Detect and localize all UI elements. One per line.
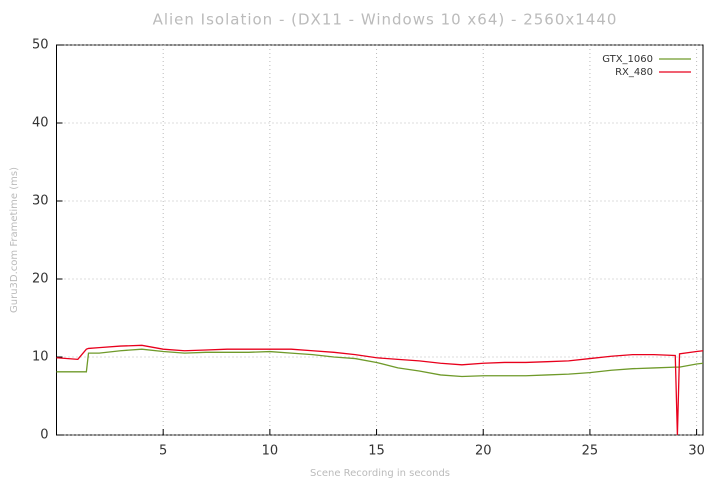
plot-frame: [56, 44, 704, 436]
x-tick-label: 10: [262, 444, 279, 459]
x-tick-label: 25: [582, 444, 599, 459]
legend-label: GTX_1060: [602, 54, 653, 65]
x-tick-label: 15: [368, 444, 385, 459]
y-tick-label: 30: [32, 194, 49, 209]
y-tick-label: 20: [32, 272, 49, 287]
chart-title: Alien Isolation - (DX11 - Windows 10 x64…: [153, 11, 618, 29]
y-tick-label: 40: [32, 116, 49, 131]
y-tick-label: 50: [32, 38, 49, 53]
y-axis-label: Guru3D.com Frametime (ms): [9, 167, 20, 313]
x-axis-label: Scene Recording in seconds: [310, 468, 450, 479]
data-line: [56, 348, 704, 378]
y-tick-label: 10: [32, 350, 49, 365]
x-tick-label: 30: [688, 444, 705, 459]
legend-label: RX_480: [615, 67, 653, 78]
y-tick-label: 0: [40, 428, 48, 443]
data-line: [56, 344, 704, 436]
x-tick-label: 5: [159, 444, 167, 459]
x-tick-label: 20: [475, 444, 492, 459]
